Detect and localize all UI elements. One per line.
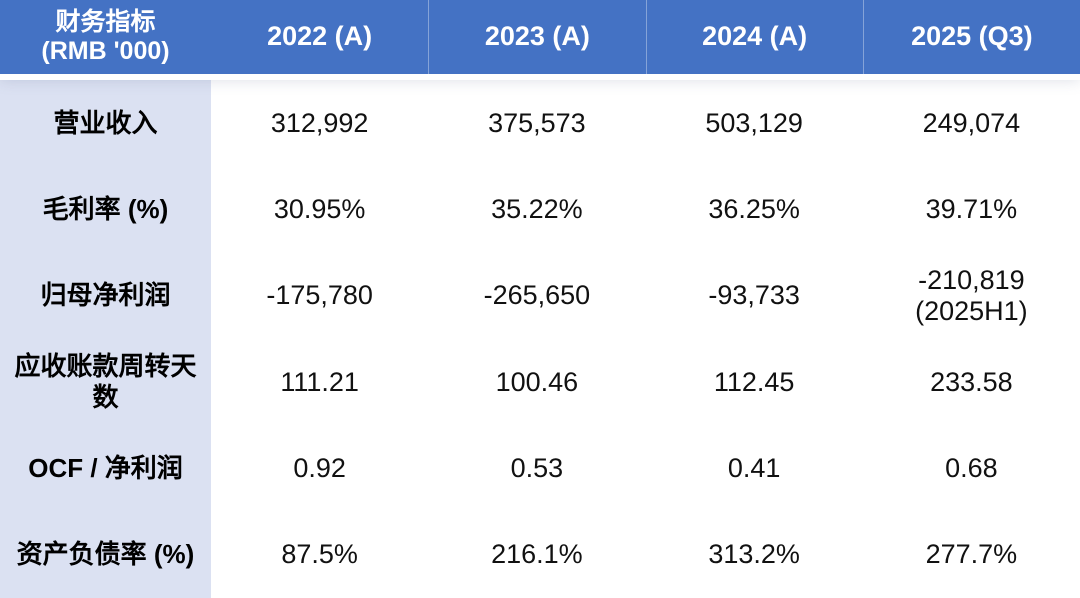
table-row-receivable-turnover-days: 应收账款周转天数 111.21 100.46 112.45 233.58 bbox=[0, 339, 1080, 426]
header-col-2024: 2024 (A) bbox=[645, 0, 863, 74]
table-cell: 0.41 bbox=[645, 425, 863, 512]
table-cell: 0.68 bbox=[862, 425, 1080, 512]
table-cell: 216.1% bbox=[428, 511, 646, 598]
table-cell: 0.92 bbox=[211, 425, 429, 512]
header-col-2023: 2023 (A) bbox=[428, 0, 645, 74]
table-row-revenue: 营业收入 312,992 375,573 503,129 249,074 bbox=[0, 80, 1080, 167]
table-row-ocf-to-net-profit: OCF / 净利润 0.92 0.53 0.41 0.68 bbox=[0, 425, 1080, 512]
table-cell: 375,573 bbox=[428, 80, 646, 167]
table-cell: 87.5% bbox=[211, 511, 429, 598]
row-label: OCF / 净利润 bbox=[0, 425, 211, 512]
table-cell: 112.45 bbox=[645, 339, 863, 426]
table-header-row: 财务指标 (RMB '000) 2022 (A) 2023 (A) 2024 (… bbox=[0, 0, 1080, 74]
table-cell: -93,733 bbox=[645, 252, 863, 339]
row-label: 毛利率 (%) bbox=[0, 166, 211, 253]
row-label: 资产负债率 (%) bbox=[0, 511, 211, 598]
row-label: 营业收入 bbox=[0, 80, 211, 167]
table-cell: 503,129 bbox=[645, 80, 863, 167]
row-label: 应收账款周转天数 bbox=[0, 339, 211, 426]
table-cell: 30.95% bbox=[211, 166, 429, 253]
header-metric-label: 财务指标 (RMB '000) bbox=[41, 8, 170, 65]
table-row-net-profit: 归母净利润 -175,780 -265,650 -93,733 -210,819… bbox=[0, 252, 1080, 339]
table-cell: 39.71% bbox=[862, 166, 1080, 253]
table-cell: 100.46 bbox=[428, 339, 646, 426]
table-cell: 0.53 bbox=[428, 425, 646, 512]
row-label: 归母净利润 bbox=[0, 252, 211, 339]
table-row-gross-margin: 毛利率 (%) 30.95% 35.22% 36.25% 39.71% bbox=[0, 166, 1080, 253]
table-cell: -175,780 bbox=[211, 252, 429, 339]
table-cell: 249,074 bbox=[862, 80, 1080, 167]
table-cell: 36.25% bbox=[645, 166, 863, 253]
table-body: 营业收入 312,992 375,573 503,129 249,074 毛利率… bbox=[0, 80, 1080, 598]
table-row-debt-ratio: 资产负债率 (%) 87.5% 216.1% 313.2% 277.7% bbox=[0, 511, 1080, 598]
table-cell: 233.58 bbox=[862, 339, 1080, 426]
header-col-2022: 2022 (A) bbox=[267, 21, 373, 52]
table-cell: 277.7% bbox=[862, 511, 1080, 598]
table-cell: 111.21 bbox=[211, 339, 429, 426]
table-cell: 313.2% bbox=[645, 511, 863, 598]
table-cell: -210,819 (2025H1) bbox=[862, 252, 1080, 339]
header-col-2025: 2025 (Q3) bbox=[862, 0, 1080, 74]
table-cell: -265,650 bbox=[428, 252, 646, 339]
table-cell: 35.22% bbox=[428, 166, 646, 253]
header-body-divider bbox=[0, 74, 1080, 80]
table-cell: 312,992 bbox=[211, 80, 429, 167]
